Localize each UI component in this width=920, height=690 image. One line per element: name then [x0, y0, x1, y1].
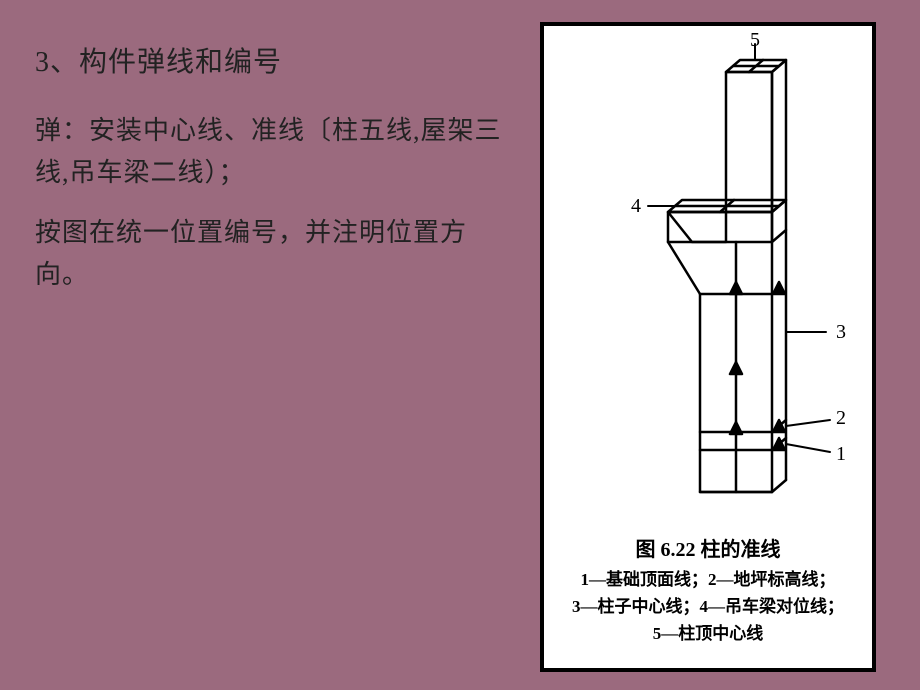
- slide: 3、构件弹线和编号 弹：安装中心线、准线〔柱五线,屋架三线,吊车梁二线）； 按图…: [0, 0, 920, 690]
- text-column: 3、构件弹线和编号 弹：安装中心线、准线〔柱五线,屋架三线,吊车梁二线）； 按图…: [35, 40, 515, 314]
- label-2: 2: [836, 407, 846, 429]
- caption-line-2: 3—柱子中心线；4—吊车梁对位线；: [544, 593, 872, 620]
- figure-panel: 5 4 3 2 1 图 6.22 柱的准线 1—基础顶面线；2—地坪标高线； 3…: [540, 22, 876, 672]
- label-3: 3: [836, 321, 846, 343]
- label-4: 4: [631, 195, 641, 217]
- caption-title: 图 6.22 柱的准线: [544, 534, 872, 566]
- column-diagram: 5 4 3 2 1: [558, 32, 858, 532]
- paragraph-2: 按图在统一位置编号，并注明位置方向。: [35, 212, 515, 296]
- paragraph-1: 弹：安装中心线、准线〔柱五线,屋架三线,吊车梁二线）；: [35, 110, 515, 194]
- label-5: 5: [750, 32, 760, 51]
- caption-line-1: 1—基础顶面线；2—地坪标高线；: [544, 566, 872, 593]
- label-1: 1: [836, 443, 846, 465]
- caption-line-3: 5—柱顶中心线: [544, 620, 872, 647]
- figure-caption: 图 6.22 柱的准线 1—基础顶面线；2—地坪标高线； 3—柱子中心线；4—吊…: [544, 534, 872, 648]
- section-heading: 3、构件弹线和编号: [35, 40, 515, 80]
